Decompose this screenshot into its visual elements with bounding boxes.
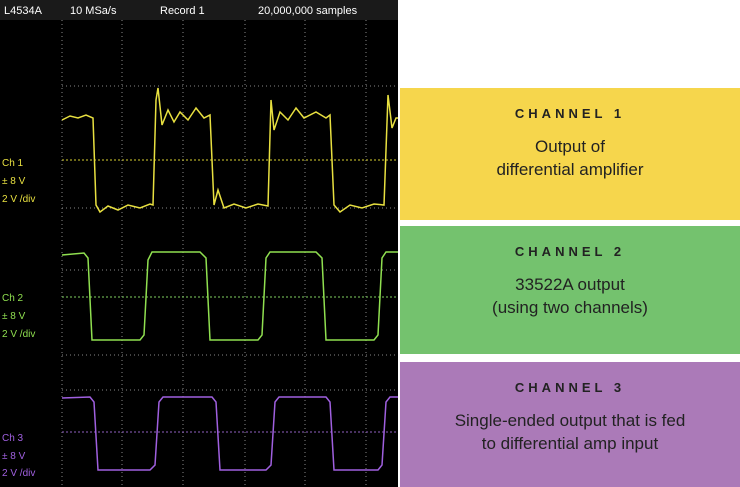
panel-title: CHANNEL 3 xyxy=(400,380,740,395)
page: L4534A 10 MSa/s Record 1 20,000,000 samp… xyxy=(0,0,740,487)
model: L4534A xyxy=(4,5,43,17)
panel-line: (using two channels) xyxy=(400,296,740,319)
scope: L4534A 10 MSa/s Record 1 20,000,000 samp… xyxy=(0,0,398,487)
channel: Ch 3 xyxy=(2,433,24,444)
panel-ch3: CHANNEL 3 Single-ended output that is fe… xyxy=(400,362,740,487)
range: ± 8 V xyxy=(2,176,26,187)
panel-line: to differential amp input xyxy=(400,432,740,455)
rate: 10 MSa/s xyxy=(70,5,117,17)
scope-bg xyxy=(0,0,398,487)
panel-ch2: CHANNEL 2 33522A output (using two chann… xyxy=(400,226,740,354)
channel: Ch 1 xyxy=(2,158,24,169)
panel-ch1: CHANNEL 1 Output of differential amplifi… xyxy=(400,88,740,220)
scale: 2 V /div xyxy=(2,468,35,479)
panel-line: Single-ended output that is fed xyxy=(400,409,740,432)
range: ± 8 V xyxy=(2,451,26,462)
range: ± 8 V xyxy=(2,311,26,322)
panel-line: differential amplifier xyxy=(400,158,740,181)
panel-line: 33522A output xyxy=(400,273,740,296)
panel-title: CHANNEL 1 xyxy=(400,106,740,121)
scale: 2 V /div xyxy=(2,194,35,205)
channel: Ch 2 xyxy=(2,293,24,304)
panel-line: Output of xyxy=(400,135,740,158)
samples: 20,000,000 samples xyxy=(258,5,358,17)
panel-title: CHANNEL 2 xyxy=(400,244,740,259)
scale: 2 V /div xyxy=(2,329,35,340)
record: Record 1 xyxy=(160,5,205,17)
